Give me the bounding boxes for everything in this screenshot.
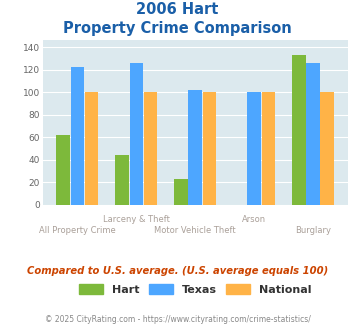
Text: Larceny & Theft: Larceny & Theft bbox=[103, 214, 170, 223]
Text: All Property Crime: All Property Crime bbox=[39, 226, 116, 235]
Text: Compared to U.S. average. (U.S. average equals 100): Compared to U.S. average. (U.S. average … bbox=[27, 266, 328, 276]
Text: Arson: Arson bbox=[242, 214, 266, 223]
Bar bbox=[292, 55, 306, 205]
Bar bbox=[115, 155, 129, 205]
Text: Motor Vehicle Theft: Motor Vehicle Theft bbox=[154, 226, 236, 235]
Bar bbox=[247, 92, 261, 205]
Bar bbox=[189, 90, 202, 205]
Text: Burglary: Burglary bbox=[295, 226, 331, 235]
Text: Property Crime Comparison: Property Crime Comparison bbox=[63, 21, 292, 36]
Legend: Hart, Texas, National: Hart, Texas, National bbox=[79, 283, 312, 295]
Bar bbox=[306, 63, 320, 205]
Text: 2006 Hart: 2006 Hart bbox=[136, 2, 219, 16]
Bar bbox=[85, 92, 98, 205]
Bar bbox=[130, 63, 143, 205]
Text: © 2025 CityRating.com - https://www.cityrating.com/crime-statistics/: © 2025 CityRating.com - https://www.city… bbox=[45, 315, 310, 324]
Bar bbox=[174, 179, 188, 205]
Bar bbox=[262, 92, 275, 205]
Bar bbox=[144, 92, 157, 205]
Bar bbox=[71, 67, 84, 205]
Bar bbox=[203, 92, 216, 205]
Bar bbox=[321, 92, 334, 205]
Bar bbox=[56, 135, 70, 205]
